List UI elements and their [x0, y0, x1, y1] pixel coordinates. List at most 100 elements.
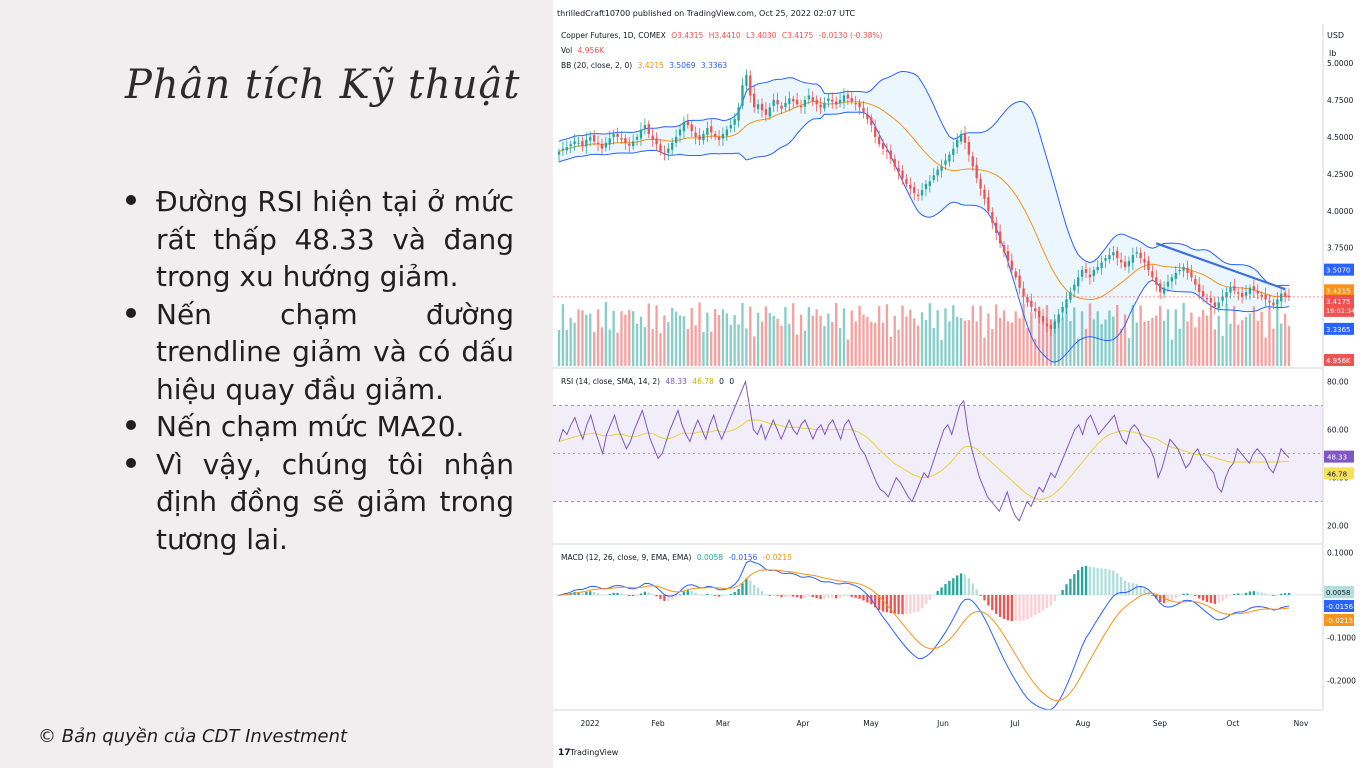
volume-bar — [569, 317, 572, 366]
macd-hist-bar — [1252, 591, 1256, 595]
candle-body — [659, 144, 662, 152]
macd-hist-bar — [1225, 594, 1228, 599]
macd-hist-bar — [1170, 594, 1174, 601]
bullet-item-trendline: Nến chạm đường trendline giảm và có dấu … — [124, 296, 514, 409]
candle-body — [850, 97, 853, 102]
time-tick-label: May — [863, 719, 879, 728]
currency-label: USD — [1327, 31, 1344, 40]
macd-hist-bar — [1092, 567, 1095, 595]
macd-hist-bar — [924, 594, 928, 604]
macd-hist-bar — [717, 594, 721, 597]
time-tick-label: Apr — [797, 719, 811, 728]
macd-hist-bar — [784, 594, 787, 598]
candle-body — [956, 139, 959, 148]
macd-hist-bar — [659, 594, 662, 599]
rsi-value-tag-bg — [1324, 450, 1354, 463]
candle-body — [565, 147, 568, 151]
candle-body — [1112, 252, 1115, 256]
volume-bar — [1201, 309, 1205, 366]
macd-hist-bar — [1119, 576, 1123, 595]
volume-label: Vol — [561, 46, 572, 55]
volume-bar — [1116, 304, 1119, 366]
slide-text-panel: Phân tích Kỹ thuật Đường RSI hiện tại ở … — [0, 0, 553, 768]
legend-close: C3.4175 — [782, 31, 814, 40]
candle-body — [1244, 292, 1248, 296]
macd-hist-bar — [678, 594, 682, 596]
rsi-value-tag: 48.33 — [1327, 454, 1347, 462]
legend-low: L3.4030 — [746, 31, 777, 40]
candle-body — [1026, 297, 1029, 303]
macd-hist-bar — [768, 594, 771, 596]
volume-bar — [1205, 315, 1209, 366]
volume-bar — [592, 332, 596, 366]
last-price-tag: 3.4175 — [1326, 298, 1351, 306]
chart-background — [553, 0, 1365, 768]
macd-signal-value: -0.0215 — [763, 553, 792, 562]
candle-body — [995, 222, 998, 233]
candle-body — [1225, 292, 1228, 298]
volume-bar — [1077, 338, 1080, 366]
macd-hist-bar — [682, 591, 686, 595]
volume-bar — [729, 324, 732, 366]
macd-hist-bar — [729, 593, 732, 595]
macd-hist-bar — [1127, 582, 1131, 595]
candle-body — [1069, 292, 1072, 300]
candle-body — [1233, 286, 1236, 291]
volume-bar — [1229, 323, 1232, 366]
rsi-ma-value: 46.78 — [692, 377, 714, 386]
macd-hist-bar — [639, 593, 643, 595]
candle-body — [1178, 269, 1181, 272]
volume-bar — [698, 302, 701, 366]
volume-bar — [655, 305, 658, 366]
volume-bar — [628, 309, 631, 366]
macd-hist-bar — [635, 594, 639, 596]
volume-bar — [858, 305, 861, 366]
volume-bar — [909, 309, 912, 366]
volume-bar — [1248, 313, 1252, 366]
volume-bar — [1065, 305, 1068, 366]
time-tick-label: Mar — [716, 719, 731, 728]
macd-hist-bar — [1116, 573, 1119, 595]
volume-bar — [877, 306, 881, 366]
candle-body — [628, 143, 631, 146]
candle-body — [1151, 271, 1154, 278]
volume-bar — [624, 314, 627, 366]
macd-hist-bar — [1026, 594, 1029, 620]
candle-body — [737, 107, 740, 121]
macd-hist-bar — [846, 594, 850, 597]
bb-basis-tag: 3.4215 — [1326, 287, 1351, 295]
volume-bar — [780, 325, 783, 366]
macd-hist-bar — [1205, 594, 1209, 602]
candle-body — [893, 158, 896, 167]
candle-body — [573, 141, 576, 144]
candle-body — [913, 186, 916, 194]
candle-body — [1283, 292, 1287, 297]
candle-body — [710, 126, 713, 133]
time-tick-label: Sep — [1153, 719, 1167, 728]
macd-hist-bar — [881, 594, 885, 612]
volume-bar — [686, 328, 689, 366]
volume-bar — [897, 329, 900, 366]
macd-hist-bar — [1155, 594, 1158, 599]
candle-body — [936, 169, 939, 176]
bb-basis-value: 3.4215 — [638, 61, 664, 70]
macd-hist-bar — [612, 592, 615, 595]
candle-body — [792, 98, 795, 102]
candle-body — [1221, 296, 1224, 301]
volume-bar — [1209, 306, 1213, 366]
candle-body — [979, 178, 982, 189]
candle-body — [1077, 277, 1080, 287]
macd-hist-bar — [671, 594, 674, 600]
volume-bar — [998, 317, 1002, 366]
candle-body — [655, 138, 658, 145]
macd-hist-bar — [1201, 594, 1205, 601]
rsi-tick-label: 20.00 — [1327, 522, 1349, 531]
candle-body — [1045, 323, 1049, 327]
candle-body — [1240, 292, 1244, 297]
macd-hist-bar — [948, 580, 951, 595]
volume-bar — [639, 316, 643, 366]
volume-bar — [834, 302, 838, 366]
bb-basis-tag-bg — [1324, 284, 1354, 297]
candle-body — [581, 141, 584, 146]
macd-hist-bar — [932, 594, 935, 596]
